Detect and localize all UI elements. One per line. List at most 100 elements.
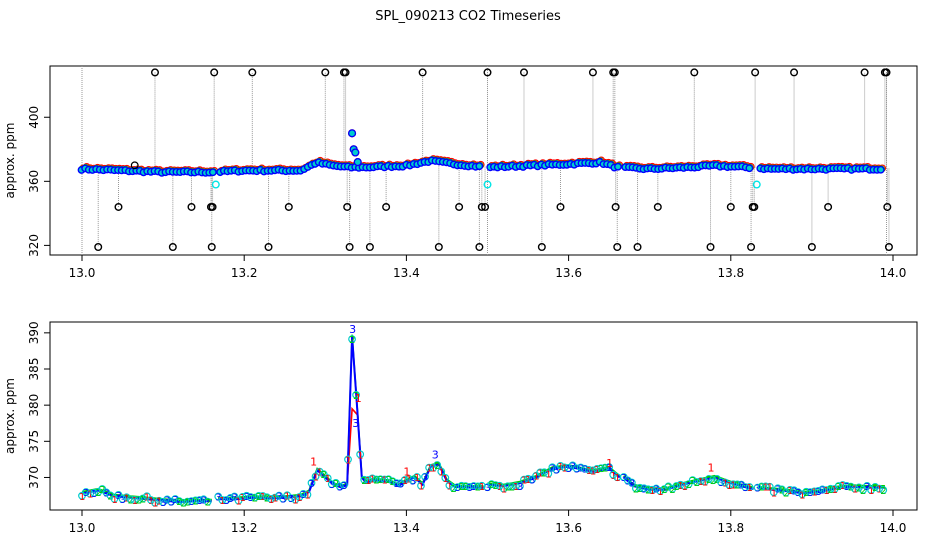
- marker-circle: [741, 483, 750, 492]
- marker-circle: [721, 478, 730, 487]
- series-marker-label: 3: [115, 491, 121, 502]
- outlier-point: [824, 202, 833, 211]
- annotation-label: 3: [349, 323, 356, 336]
- series-marker-label: 3: [300, 490, 306, 501]
- marker-circle: [696, 477, 705, 486]
- series-marker-label: 2: [710, 476, 716, 487]
- marker-circle: [226, 494, 235, 502]
- series-marker-label: 1: [521, 476, 527, 487]
- marker-circle: [572, 464, 581, 473]
- x-tick-label-top: 14.0: [880, 266, 907, 280]
- series-marker-label: 2: [361, 476, 367, 487]
- marker-circle: [802, 487, 811, 496]
- y-axis-label-top: approx. ppm: [3, 123, 17, 199]
- marker-circle: [652, 484, 661, 493]
- series-marker-label: 2: [633, 484, 639, 495]
- marker-circle: [461, 482, 470, 491]
- x-tick-label-top: 13.2: [231, 266, 258, 280]
- marker-circle: [384, 475, 393, 484]
- x-tick-label-bottom: 13.8: [717, 521, 744, 535]
- x-tick-label-bottom: 14.0: [880, 521, 907, 535]
- marker-circle: [392, 479, 401, 488]
- series-marker-label: 2: [193, 496, 199, 507]
- outlier-point: [341, 68, 350, 77]
- series-marker-label: 3: [160, 498, 166, 509]
- outlier-point: [790, 68, 799, 77]
- series-marker-label: 3: [553, 466, 559, 477]
- marker-circle: [576, 463, 585, 472]
- series-marker-label: 1: [497, 482, 503, 493]
- series-marker-label: 1: [240, 493, 246, 504]
- outlier-point: [418, 68, 427, 77]
- series-marker-label: 1: [610, 471, 616, 482]
- series-marker-label: 2: [321, 470, 327, 481]
- marker-circle: [516, 482, 524, 491]
- marker-circle: [761, 482, 770, 491]
- series-marker-label: 3: [168, 498, 174, 509]
- series-marker-label: 3: [485, 483, 491, 494]
- series-marker-label: 1: [767, 483, 773, 494]
- series-marker-label: 3: [606, 463, 612, 474]
- series-marker-label: 1: [132, 496, 138, 507]
- marker-circle: [664, 482, 673, 491]
- series-marker-label: 1: [268, 495, 274, 506]
- marker-circle: [810, 487, 819, 496]
- series-marker-label: 1: [152, 499, 158, 510]
- outlier-point: [613, 242, 622, 251]
- y-tick-label-bottom: 385: [27, 358, 41, 381]
- marker-circle: [814, 486, 823, 495]
- marker-circle: [846, 482, 855, 491]
- marker-circle: [684, 480, 693, 489]
- marker-circle: [733, 480, 742, 489]
- marker-circle: [822, 486, 831, 494]
- marker-circle: [609, 470, 618, 479]
- outlier-point: [706, 242, 715, 251]
- series-marker-label: 1: [426, 464, 432, 475]
- series-marker-label: 3: [653, 485, 659, 496]
- marker-circle: [717, 478, 725, 486]
- series-marker-label: 2: [598, 464, 604, 475]
- marker-circle: [122, 493, 131, 502]
- series-marker-label: 2: [694, 478, 700, 489]
- marker-circle: [636, 483, 644, 492]
- marker-circle: [441, 473, 450, 482]
- series-marker-label: 3: [103, 488, 109, 499]
- marker-circle: [499, 484, 508, 493]
- series-marker-label: 1: [586, 466, 592, 477]
- marker-circle: [417, 481, 425, 490]
- marker-circle: [303, 490, 312, 499]
- marker-circle: [556, 461, 565, 470]
- marker-circle: [855, 483, 863, 492]
- marker-circle: [238, 492, 247, 501]
- outlier-point: [481, 202, 490, 211]
- outlier-point: [884, 242, 893, 251]
- series-marker-label: 1: [823, 486, 829, 497]
- series-marker-label: 1: [726, 481, 732, 492]
- marker-circle: [477, 481, 486, 490]
- y-tick-label-bottom: 380: [27, 394, 41, 417]
- series-marker-label: 2: [489, 480, 495, 491]
- marker-circle: [118, 495, 127, 503]
- marker-circle: [544, 469, 553, 478]
- series-3-line: [487, 465, 621, 488]
- series-marker-label: 1: [799, 490, 805, 501]
- y-tick-label-bottom: 375: [27, 430, 41, 453]
- series-marker-label: 2: [205, 498, 211, 509]
- series-marker-label: 1: [418, 482, 424, 493]
- series-marker-label: 2: [450, 484, 456, 495]
- marker-circle: [511, 482, 520, 491]
- series-marker-label: 1: [698, 477, 704, 488]
- data-point-blue: [475, 162, 484, 171]
- series-marker-label: 2: [493, 481, 499, 492]
- series-marker-label: 1: [219, 496, 225, 507]
- series-marker-label: 1: [763, 482, 769, 493]
- y-axis-label-bottom: approx. ppm: [3, 378, 17, 454]
- series-marker-label: 2: [602, 464, 608, 475]
- series-marker-label: 1: [730, 480, 736, 491]
- outlier-point: [690, 68, 699, 77]
- marker-circle: [364, 476, 373, 484]
- series-marker-label: 3: [188, 497, 194, 508]
- series-marker-label: 2: [509, 482, 515, 493]
- series-marker-label: 2: [475, 482, 481, 493]
- series-marker-label: 2: [373, 475, 379, 486]
